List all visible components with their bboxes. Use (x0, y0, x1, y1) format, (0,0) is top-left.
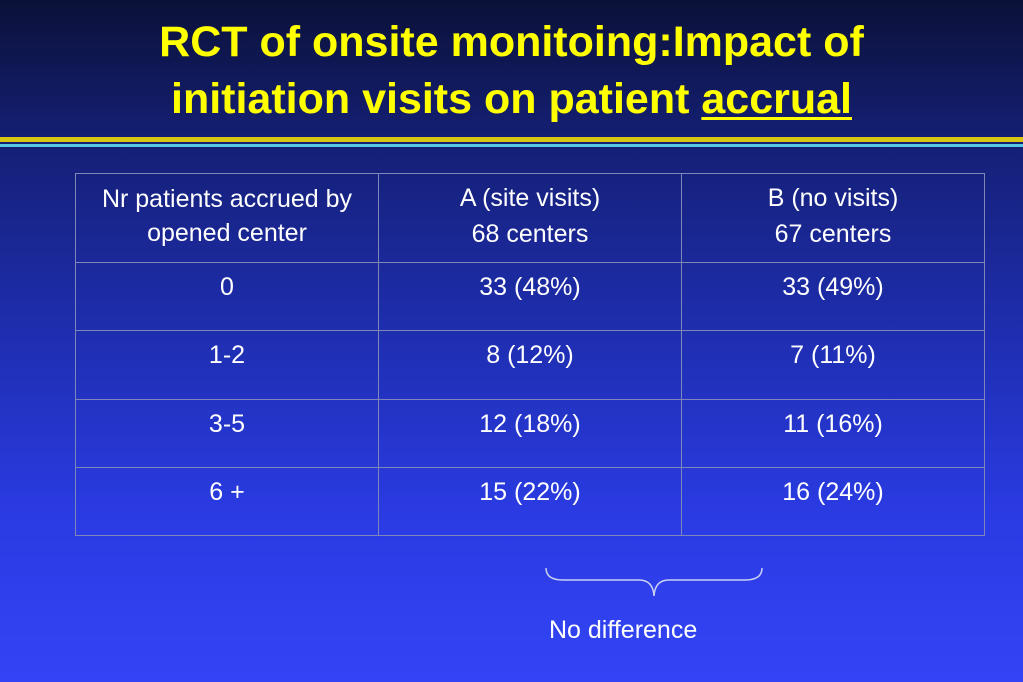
accrual-table: Nr patients accrued by opened center A (… (75, 172, 985, 537)
title-line-2: initiation visits on patient accrual (0, 71, 1023, 128)
table-row: 3-5 12 (18%) 11 (16%) (75, 398, 985, 468)
cell-b: 7 (11%) (681, 330, 985, 400)
header-a-centers: 68 centers (471, 220, 589, 248)
no-difference-note: No difference (549, 616, 698, 644)
table-row: 0 33 (48%) 33 (49%) (75, 262, 985, 332)
title-line-1: RCT of onsite monitoing:Impact of (159, 18, 864, 66)
cell-b: 16 (24%) (681, 466, 985, 537)
divider-cyan (0, 144, 1023, 147)
slide-title: RCT of onsite monitoing:Impact of initia… (0, 14, 1023, 128)
header-no-visits: B (no visits) 67 centers (681, 172, 985, 264)
header-site-visits: A (site visits) 68 centers (378, 172, 682, 264)
row-label: 1-2 (75, 330, 379, 400)
table-row: 6 + 15 (22%) 16 (24%) (75, 466, 985, 537)
header-b-label: B (no visits) (767, 184, 899, 212)
table-row: 1-2 8 (12%) 7 (11%) (75, 330, 985, 400)
title-line-2-text: initiation visits on patient (171, 75, 702, 123)
table-header-row: Nr patients accrued by opened center A (… (75, 172, 985, 264)
row-label: 6 + (75, 466, 379, 537)
cell-a: 33 (48%) (378, 262, 682, 332)
header-a-label: A (site visits) (459, 184, 601, 212)
header-nr-patients: Nr patients accrued by opened center (75, 172, 379, 264)
title-underlined-word: accrual (701, 75, 852, 123)
cell-b: 33 (49%) (681, 262, 985, 332)
curly-brace-icon (545, 567, 763, 597)
row-label: 0 (75, 262, 379, 332)
header-b-centers: 67 centers (774, 220, 892, 248)
cell-a: 12 (18%) (378, 398, 682, 468)
divider-gold (0, 137, 1023, 142)
row-label: 3-5 (75, 398, 379, 468)
cell-a: 8 (12%) (378, 330, 682, 400)
cell-a: 15 (22%) (378, 466, 682, 537)
cell-b: 11 (16%) (681, 398, 985, 468)
